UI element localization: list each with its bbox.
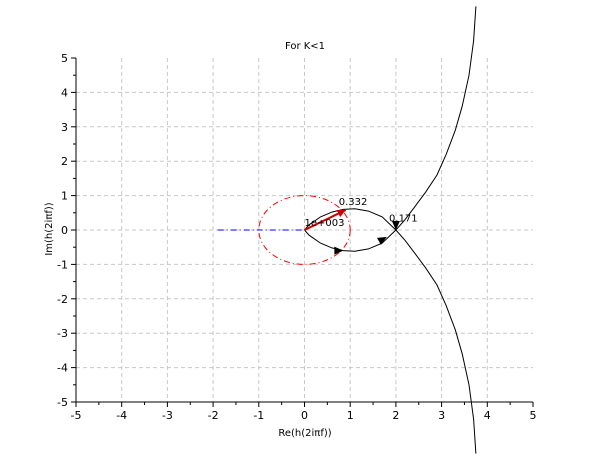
frequency-annotation: 0.332: [339, 197, 368, 208]
y-tick-label: -1: [57, 258, 68, 271]
y-tick-label: 3: [61, 121, 68, 134]
y-tick-label: 0: [61, 224, 68, 237]
y-tick-label: -2: [57, 293, 68, 306]
x-tick-label: 2: [392, 409, 399, 422]
chart-title: For K<1: [285, 41, 325, 52]
x-tick-label: -2: [208, 409, 219, 422]
x-tick-label: -3: [162, 409, 173, 422]
axes: -5 -4 -3 -2 -1 0 1 2 3 4 5 -5 -4 -3 -2 -1 0 1 2 3 4 5: [57, 52, 536, 422]
x-tick-label: 0: [301, 409, 308, 422]
curve-arrowhead: [376, 236, 387, 245]
series-line-0: [304, 6, 477, 231]
x-tick-label: 3: [438, 409, 445, 422]
x-tick-label: -5: [71, 409, 82, 422]
x-tick-label: 4: [484, 409, 491, 422]
y-tick-label: 4: [61, 86, 68, 99]
frequency-annotation: 0.171: [389, 213, 418, 224]
frequency-annotation: 1e+003: [305, 218, 345, 229]
x-tick-label: -4: [116, 409, 127, 422]
series-line-1: [304, 229, 477, 454]
y-tick-label: 5: [61, 52, 68, 65]
curve-arrowhead: [391, 221, 400, 230]
y-tick-label: 2: [61, 155, 68, 168]
y-tick-label: -3: [57, 327, 68, 340]
x-tick-label: -1: [253, 409, 264, 422]
x-tick-label: 1: [347, 409, 354, 422]
y-tick-label: -5: [57, 396, 68, 409]
y-axis-label: Im(h(2iπf)): [44, 202, 55, 255]
curves: [217, 6, 477, 454]
curve-arrowhead: [334, 246, 344, 255]
x-tick-label: 5: [530, 409, 537, 422]
x-axis-label: Re(h(2iπf)): [278, 428, 331, 439]
phase-vector-head: [336, 209, 346, 218]
y-tick-label: -4: [57, 362, 68, 375]
annotations: 0.332 0.171 1e+003: [305, 197, 418, 229]
y-tick-label: 1: [61, 190, 68, 203]
